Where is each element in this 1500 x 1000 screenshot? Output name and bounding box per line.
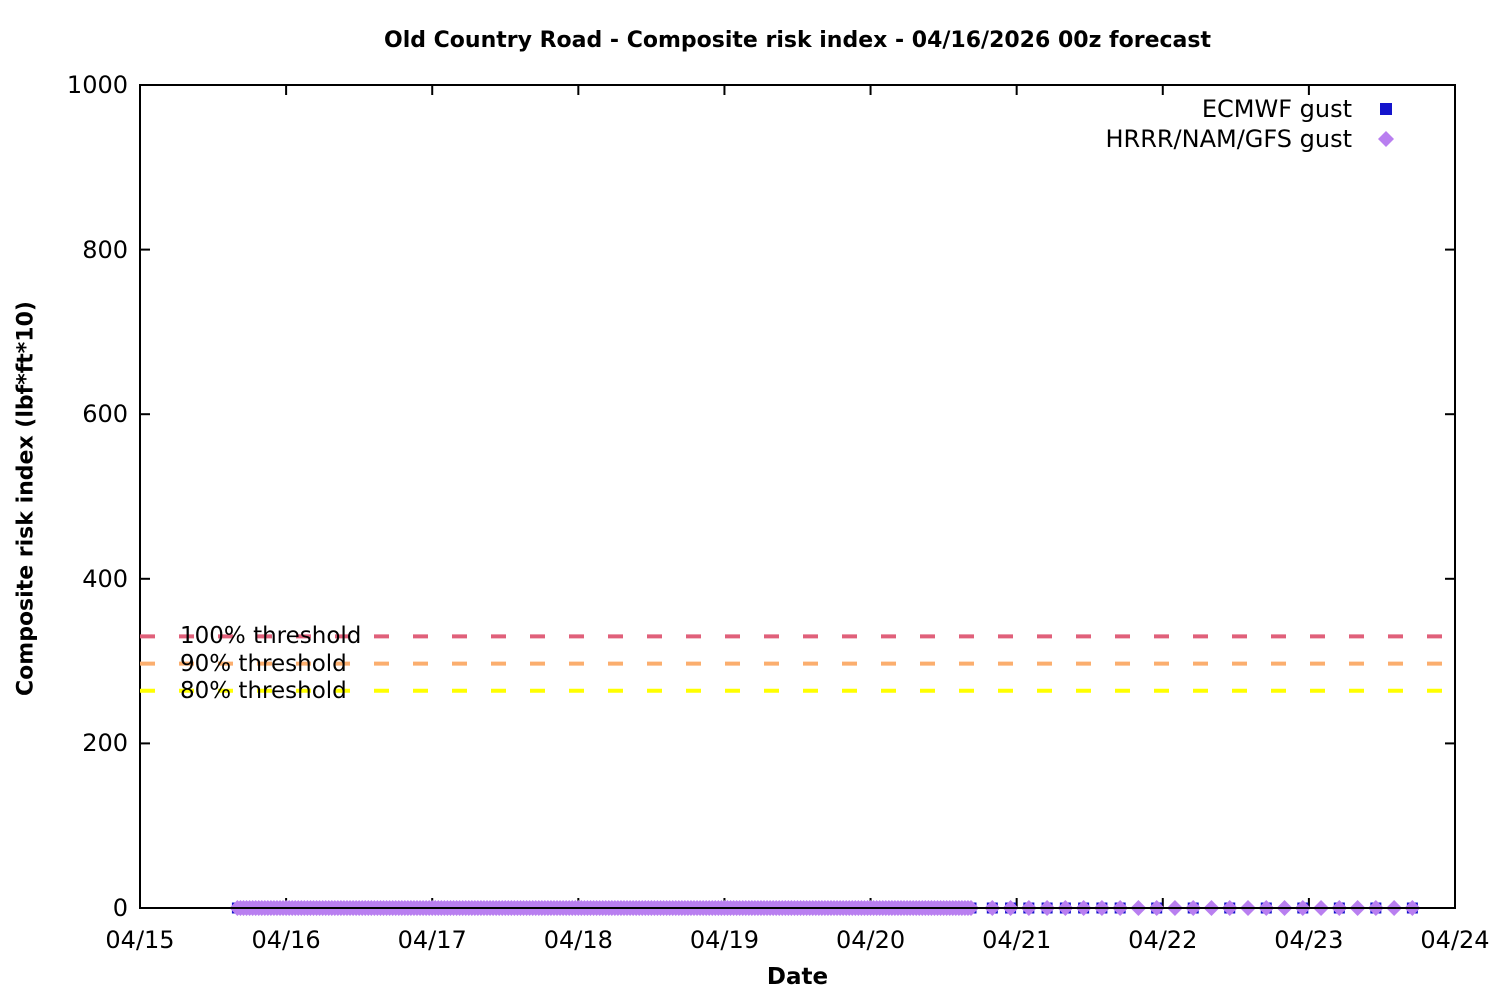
chart-title: Old Country Road - Composite risk index …: [384, 28, 1211, 53]
y-tick-label: 800: [82, 235, 128, 264]
y-axis-title: Composite risk index (lbf*ft*10): [13, 301, 39, 696]
y-tick-label: 600: [82, 400, 128, 429]
plot-border: [139, 84, 1456, 909]
legend-entry-hrrr: HRRR/NAM/GFS gust: [900, 124, 1420, 154]
x-tick-label: 04/15: [105, 926, 175, 954]
square-marker-icon: [1352, 99, 1420, 119]
legend-label-ecmwf: ECMWF gust: [1201, 95, 1352, 123]
y-tick-label: 200: [82, 729, 128, 758]
x-tick-label: 04/23: [1274, 926, 1344, 954]
x-tick-label: 04/18: [543, 926, 613, 954]
y-tick-label: 1000: [66, 71, 128, 99]
threshold-label-80: 80% threshold: [180, 677, 347, 704]
diamond-marker-icon: [1352, 129, 1420, 149]
x-tick-label: 04/17: [397, 926, 467, 954]
legend-entry-ecmwf: ECMWF gust: [900, 94, 1420, 124]
x-tick-label: 04/19: [689, 926, 760, 954]
y-tick-label: 0: [112, 894, 128, 922]
threshold-label-90: 90% threshold: [180, 650, 347, 677]
x-tick-label: 04/22: [1128, 926, 1198, 954]
x-tick-label: 04/21: [982, 926, 1052, 954]
legend-label-hrrr: HRRR/NAM/GFS gust: [1105, 125, 1352, 153]
x-axis-title: Date: [766, 964, 829, 990]
x-tick-label: 04/16: [251, 926, 321, 954]
legend: ECMWF gust HRRR/NAM/GFS gust: [900, 94, 1420, 154]
x-tick-label: 04/24: [1420, 926, 1490, 954]
y-tick-label: 400: [82, 564, 128, 593]
x-tick-label: 04/20: [835, 926, 906, 954]
threshold-label-100: 100% threshold: [180, 623, 362, 650]
